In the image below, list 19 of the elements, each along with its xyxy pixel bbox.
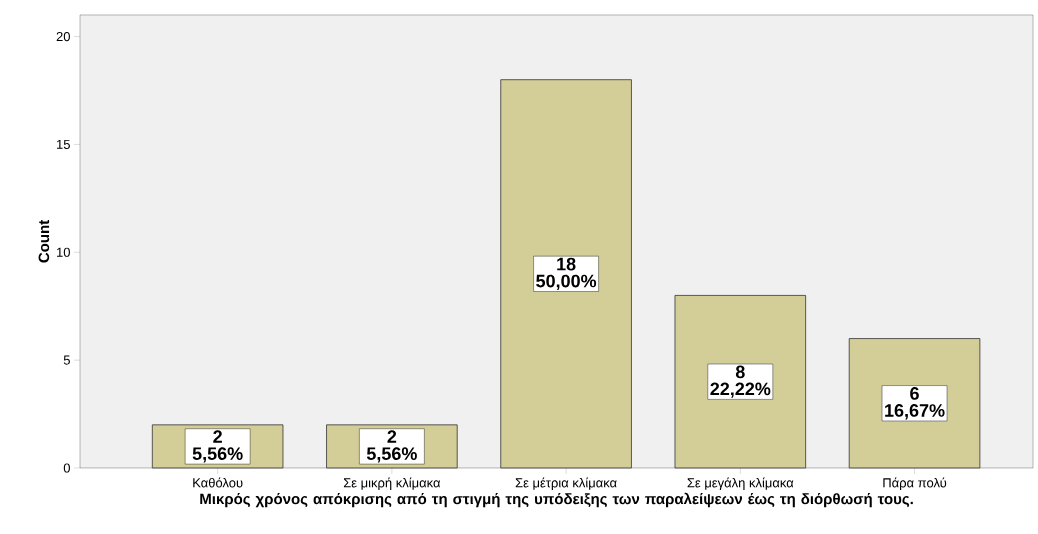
data-label: 8 22,22% xyxy=(710,365,771,398)
x-tick-label: Πάρα πολύ xyxy=(883,477,947,490)
data-label: 2 5,56% xyxy=(366,430,417,463)
y-tick-label: 0 xyxy=(63,463,70,473)
bar xyxy=(674,295,807,469)
x-tick-label: Σε μέτρια κλίμακα xyxy=(515,477,617,490)
y-tick-label: 20 xyxy=(56,31,70,42)
y-tick-label: 10 xyxy=(57,247,70,257)
data-label: 6 16,67% xyxy=(885,387,945,420)
data-label: 2 5,56% xyxy=(192,430,243,463)
data-label: 18 50,00% xyxy=(536,257,597,291)
x-tick-label: Σε μεγάλη κλίμακα xyxy=(687,477,794,490)
x-axis-title: Μικρός χρόνος απόκρισης από τη στιγμή της υπόδειξης των παραλείψεων έως τη διόρθωσή τους. xyxy=(200,492,913,508)
y-axis-title: Count xyxy=(38,220,50,263)
x-tick-label: Καθόλου xyxy=(193,477,243,488)
y-tick-label: 5 xyxy=(63,355,70,365)
x-tick-label: Σε μικρή κλίμακα xyxy=(343,477,441,490)
y-tick-label: 15 xyxy=(57,139,70,149)
bar xyxy=(500,79,632,469)
